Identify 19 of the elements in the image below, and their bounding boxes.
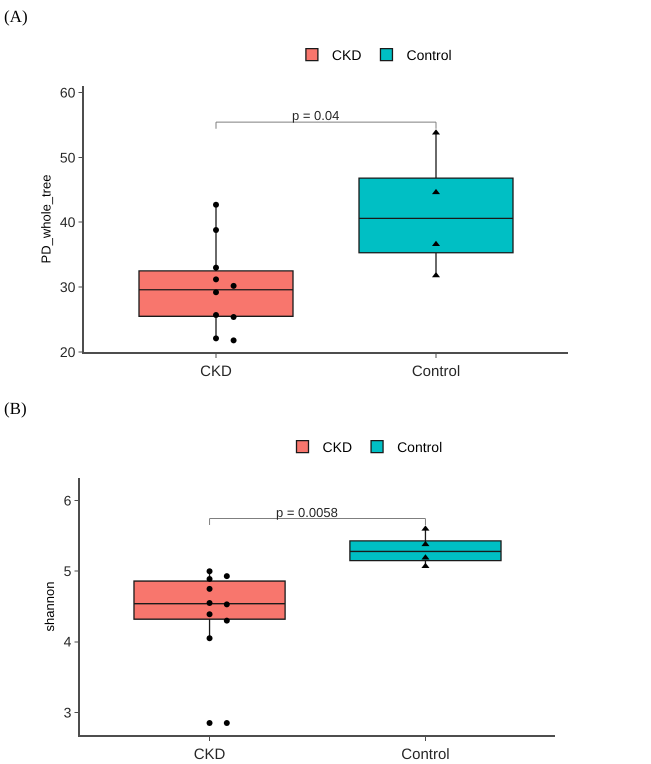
chart-title: (A) [4,7,28,26]
y-tick-label: 30 [60,279,76,296]
y-tick-label: 5 [64,563,72,580]
chart-title: (B) [4,399,27,418]
y-tick-label: 40 [60,214,76,230]
legend-label: Control [406,47,452,64]
legend-label: CKD [322,439,352,456]
annotation: p = 0.0058 [276,505,338,520]
y-tick-label: 3 [64,704,72,720]
annotation: p = 0.04 [292,108,340,123]
y-axis-title: shannon [42,582,58,632]
y-tick-label: 50 [60,149,76,166]
y-tick-label: 6 [64,492,72,508]
y-tick-label: 60 [60,84,76,100]
legend-label: CKD [332,47,362,64]
y-tick-label: 4 [64,634,72,650]
y-tick-label: 20 [60,344,76,360]
legend-label: Control [397,439,442,456]
y-axis-title: PD_whole_tree [38,174,54,264]
